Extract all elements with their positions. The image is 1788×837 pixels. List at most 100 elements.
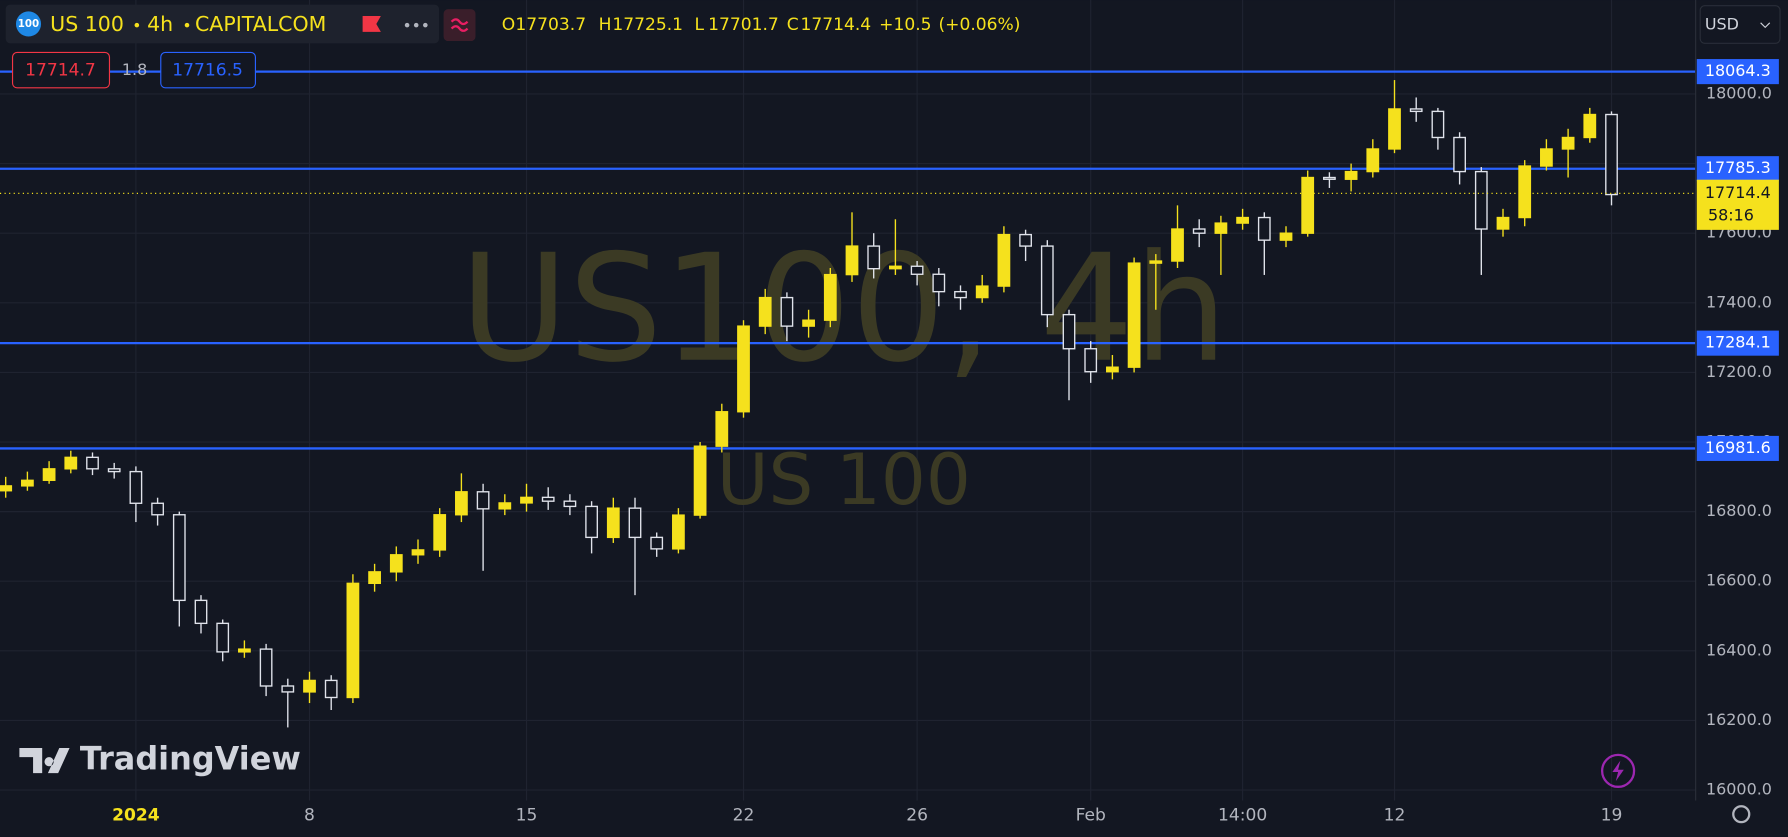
plot	[0, 70, 1696, 728]
candle-body	[455, 491, 468, 516]
candle-body	[867, 245, 881, 270]
candle-body	[1257, 216, 1271, 241]
candle-body	[932, 273, 946, 293]
last-price-label: 17714.4	[1705, 183, 1771, 202]
symbol-icon	[15, 11, 42, 37]
separator	[134, 22, 140, 28]
candle-body	[303, 679, 316, 693]
flag-icon[interactable]	[362, 15, 381, 32]
x-tick-label: 14:00	[1218, 805, 1267, 825]
candle-body	[172, 514, 186, 602]
candle-body	[476, 491, 490, 510]
candle-body	[1192, 228, 1206, 234]
x-tick-label: 26	[906, 805, 928, 825]
candle-body	[216, 622, 230, 653]
candle-body	[151, 502, 164, 516]
interval[interactable]: 4h	[147, 12, 173, 36]
candle-body	[780, 296, 794, 327]
candle-body	[1561, 136, 1575, 150]
candle-body	[1040, 245, 1054, 316]
candle-body	[1062, 313, 1076, 350]
lightning-button[interactable]	[1600, 753, 1636, 788]
buy-button[interactable]	[160, 51, 256, 89]
symbol-box[interactable]	[5, 4, 440, 44]
candle-body	[715, 411, 729, 447]
candle-body	[910, 265, 924, 275]
candle-body	[324, 679, 338, 699]
y-tick-label: 16200.0	[1706, 710, 1772, 729]
candle-body	[368, 571, 381, 585]
candle-body	[520, 496, 533, 504]
logo-icon	[19, 748, 70, 774]
ohlc-value: 17701.7	[708, 15, 779, 35]
currency-select[interactable]	[1699, 5, 1781, 44]
candle-body	[281, 685, 295, 693]
x-tick-label: 19	[1601, 805, 1623, 825]
candle-body	[1388, 108, 1401, 150]
candle-body	[1084, 348, 1098, 373]
candle-body	[1583, 113, 1597, 139]
candle-body	[1236, 216, 1249, 224]
ohlc: O 17703.7 H 17725.1 L 17701.7 C 17714.4	[502, 15, 871, 35]
more-icon[interactable]	[404, 22, 428, 28]
sell-button[interactable]	[11, 51, 111, 89]
level-label-box	[1696, 435, 1779, 461]
level-label-box	[1696, 330, 1779, 356]
candle-body	[346, 582, 360, 699]
y-tick-label: 16600.0	[1706, 571, 1772, 590]
settings-icon[interactable]	[1732, 805, 1751, 824]
exchange: CAPITALCOM	[195, 12, 326, 36]
lightning-icon	[1612, 760, 1624, 782]
candle-body	[1301, 176, 1315, 234]
candle-body	[0, 485, 13, 492]
ohlc-value: 17714.4	[800, 15, 871, 35]
change-percent: (+0.06%)	[938, 15, 1020, 35]
level-label-box	[1696, 59, 1779, 85]
level-label: 17284.1	[1705, 333, 1771, 352]
dropdown-arrow	[1760, 22, 1771, 29]
watermark: US100, 4h	[460, 222, 1228, 395]
candle-body	[975, 285, 989, 299]
x-tick-label: 2024	[112, 805, 160, 825]
level-label: 16981.6	[1705, 438, 1771, 457]
candle-body	[389, 554, 403, 573]
ohlc-label: O	[502, 15, 515, 35]
candle-body	[1279, 232, 1293, 241]
symbol[interactable]: US 100	[50, 12, 124, 36]
candle-body	[86, 456, 99, 470]
y-tick-label: 16400.0	[1706, 640, 1772, 659]
x-tick-label: 8	[304, 805, 315, 825]
candle-body	[1518, 165, 1532, 219]
countdown: 58:16	[1708, 206, 1754, 225]
candle-body	[1344, 170, 1358, 180]
candle-body	[1431, 110, 1445, 139]
logo-text[interactable]: TradingView	[80, 740, 301, 778]
candle-body	[433, 514, 447, 551]
candle-body	[628, 507, 642, 539]
candle-body	[238, 648, 251, 653]
y-tick-label: 17400.0	[1706, 292, 1772, 311]
compare-button[interactable]	[443, 9, 476, 42]
candle-body	[107, 468, 121, 473]
ohlc-value: 17725.1	[612, 15, 683, 35]
candle-body	[1171, 228, 1184, 262]
candle-body	[64, 456, 78, 470]
sell-price: 17714.7	[25, 61, 96, 81]
y-tick-label: 16000.0	[1706, 780, 1772, 799]
x-tick-label: Feb	[1076, 805, 1106, 825]
spread: 1.8	[122, 60, 147, 79]
candle-body	[411, 549, 425, 556]
candle-body	[42, 468, 56, 481]
change: +10.5	[879, 15, 931, 35]
buy-price: 17716.5	[172, 61, 243, 81]
symbol-icon-text: 100	[18, 18, 39, 30]
candle-body	[1019, 233, 1032, 247]
separator	[184, 22, 190, 28]
candle-body	[498, 502, 512, 510]
candle-body	[1474, 170, 1488, 230]
candle-body	[1496, 216, 1510, 230]
ohlc-label: C	[787, 15, 799, 35]
candle-body	[1453, 136, 1466, 173]
